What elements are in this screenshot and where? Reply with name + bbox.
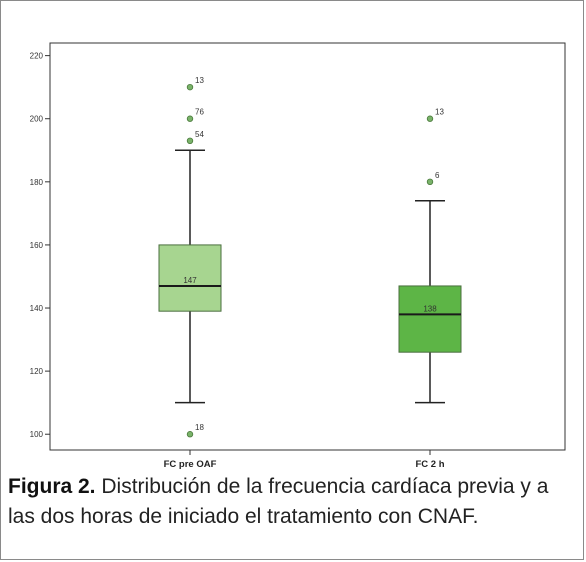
outlier-label: 76	[195, 108, 204, 117]
outlier-point	[186, 137, 194, 145]
outlier-point	[186, 83, 194, 91]
outlier-point	[186, 115, 194, 122]
plot-area	[49, 42, 566, 451]
outlier-label: 18	[195, 423, 204, 432]
box-plot-chart: 100 120 140 160 180 200 220 147 13 76 54 18 FC pre O…	[30, 42, 566, 470]
x-tick-label: FC pre OAF	[164, 459, 217, 470]
y-tick-label: 180	[30, 178, 44, 187]
outlier-label: 13	[435, 108, 444, 117]
median-label: 138	[423, 304, 437, 313]
iqr-box	[158, 244, 222, 312]
outlier-point	[426, 115, 434, 122]
y-tick-label: 220	[30, 52, 44, 61]
median-label: 147	[183, 276, 197, 285]
y-tick-label: 140	[30, 304, 44, 313]
caption-text: Distribución de la frecuencia cardíaca p…	[8, 475, 549, 528]
figure-caption: Figura 2. Distribución de la frecuencia …	[8, 472, 580, 532]
iqr-box	[398, 285, 462, 353]
outlier-point	[186, 431, 194, 438]
y-tick-label: 160	[30, 241, 44, 250]
outlier-point	[426, 178, 434, 186]
y-tick-label: 200	[30, 115, 44, 124]
y-tick-label: 100	[30, 430, 44, 439]
caption-label: Figura 2.	[8, 475, 96, 498]
outlier-label: 54	[195, 130, 204, 139]
outlier-label: 6	[435, 171, 440, 180]
x-tick-label: FC 2 h	[415, 459, 444, 470]
y-tick-label: 120	[30, 367, 44, 376]
outlier-label: 13	[195, 76, 204, 85]
